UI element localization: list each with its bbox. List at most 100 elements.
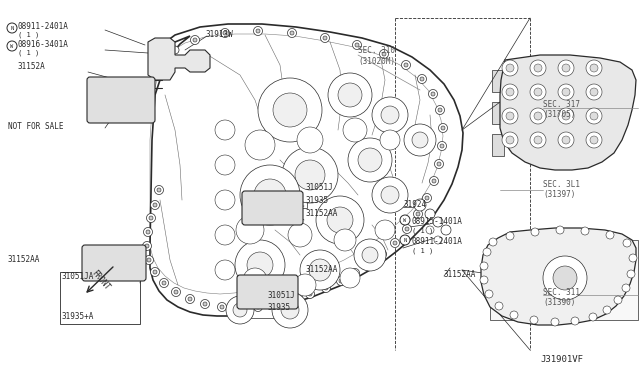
Circle shape	[606, 231, 614, 239]
Circle shape	[351, 269, 360, 278]
Text: 08911-2401A: 08911-2401A	[18, 22, 69, 31]
Circle shape	[218, 302, 227, 311]
Polygon shape	[500, 55, 636, 170]
Circle shape	[236, 216, 264, 244]
Circle shape	[159, 279, 168, 288]
Circle shape	[150, 201, 159, 209]
Circle shape	[401, 61, 410, 70]
Circle shape	[480, 276, 488, 284]
Circle shape	[502, 132, 518, 148]
Circle shape	[438, 108, 442, 112]
Text: 31935: 31935	[305, 196, 328, 205]
Circle shape	[294, 274, 316, 296]
Circle shape	[380, 252, 384, 256]
Circle shape	[440, 144, 444, 148]
Circle shape	[247, 252, 273, 278]
Circle shape	[437, 162, 441, 166]
Circle shape	[589, 313, 597, 321]
Text: J31901VF: J31901VF	[540, 355, 583, 364]
Circle shape	[309, 259, 331, 281]
Circle shape	[372, 97, 408, 133]
Circle shape	[586, 108, 602, 124]
Text: N: N	[403, 237, 406, 243]
Circle shape	[253, 26, 262, 35]
Circle shape	[382, 52, 386, 56]
Bar	[240, 296, 302, 318]
Circle shape	[627, 270, 635, 278]
Circle shape	[380, 49, 388, 58]
Circle shape	[328, 73, 372, 117]
Circle shape	[562, 112, 570, 120]
Circle shape	[506, 88, 514, 96]
Circle shape	[147, 214, 156, 222]
Circle shape	[420, 77, 424, 81]
Circle shape	[405, 227, 409, 231]
Circle shape	[558, 132, 574, 148]
Circle shape	[506, 112, 514, 120]
Circle shape	[338, 83, 362, 107]
Circle shape	[480, 262, 488, 270]
Bar	[492, 70, 504, 92]
Circle shape	[400, 235, 410, 245]
Text: W: W	[403, 218, 406, 222]
Circle shape	[358, 148, 382, 172]
Circle shape	[215, 120, 235, 140]
Circle shape	[433, 217, 443, 227]
Text: (31390): (31390)	[543, 298, 575, 307]
Circle shape	[414, 199, 426, 211]
Circle shape	[422, 193, 431, 202]
Circle shape	[614, 296, 622, 304]
Circle shape	[362, 247, 378, 263]
Circle shape	[153, 203, 157, 207]
Circle shape	[136, 111, 144, 119]
Circle shape	[378, 250, 387, 259]
Circle shape	[590, 136, 598, 144]
Circle shape	[425, 196, 429, 200]
Circle shape	[435, 106, 445, 115]
Text: SEC. 311: SEC. 311	[543, 288, 580, 297]
Circle shape	[354, 239, 386, 271]
Circle shape	[543, 256, 587, 300]
Circle shape	[438, 124, 447, 132]
Circle shape	[308, 292, 312, 296]
Circle shape	[622, 284, 630, 292]
Circle shape	[220, 305, 224, 309]
Text: 31924: 31924	[404, 200, 427, 209]
Circle shape	[337, 276, 346, 285]
Circle shape	[108, 87, 134, 113]
Circle shape	[153, 270, 157, 274]
Circle shape	[282, 147, 338, 203]
Circle shape	[321, 283, 330, 292]
Circle shape	[556, 226, 564, 234]
Circle shape	[367, 262, 371, 266]
Circle shape	[262, 287, 272, 297]
Circle shape	[534, 112, 542, 120]
Text: 31051J: 31051J	[268, 291, 296, 300]
Circle shape	[489, 238, 497, 246]
Circle shape	[412, 132, 428, 148]
Circle shape	[186, 295, 195, 304]
Circle shape	[562, 88, 570, 96]
Circle shape	[441, 126, 445, 130]
Circle shape	[586, 60, 602, 76]
Circle shape	[147, 258, 151, 262]
Circle shape	[429, 90, 438, 99]
Text: ( 1 ): ( 1 )	[412, 227, 433, 234]
Circle shape	[233, 303, 247, 317]
Circle shape	[323, 36, 327, 40]
Circle shape	[136, 81, 144, 89]
Circle shape	[305, 289, 314, 298]
Circle shape	[372, 177, 408, 213]
Circle shape	[534, 136, 542, 144]
Text: 31051J: 31051J	[305, 183, 333, 192]
Circle shape	[590, 64, 598, 72]
Circle shape	[339, 279, 343, 283]
Circle shape	[562, 64, 570, 72]
Circle shape	[157, 50, 167, 60]
Text: 31152AA: 31152AA	[8, 255, 40, 264]
Text: SEC. 3L1: SEC. 3L1	[543, 180, 580, 189]
Circle shape	[343, 118, 367, 142]
Text: N: N	[10, 26, 13, 31]
Circle shape	[258, 78, 322, 142]
Text: 08911-2401A: 08911-2401A	[412, 237, 463, 246]
